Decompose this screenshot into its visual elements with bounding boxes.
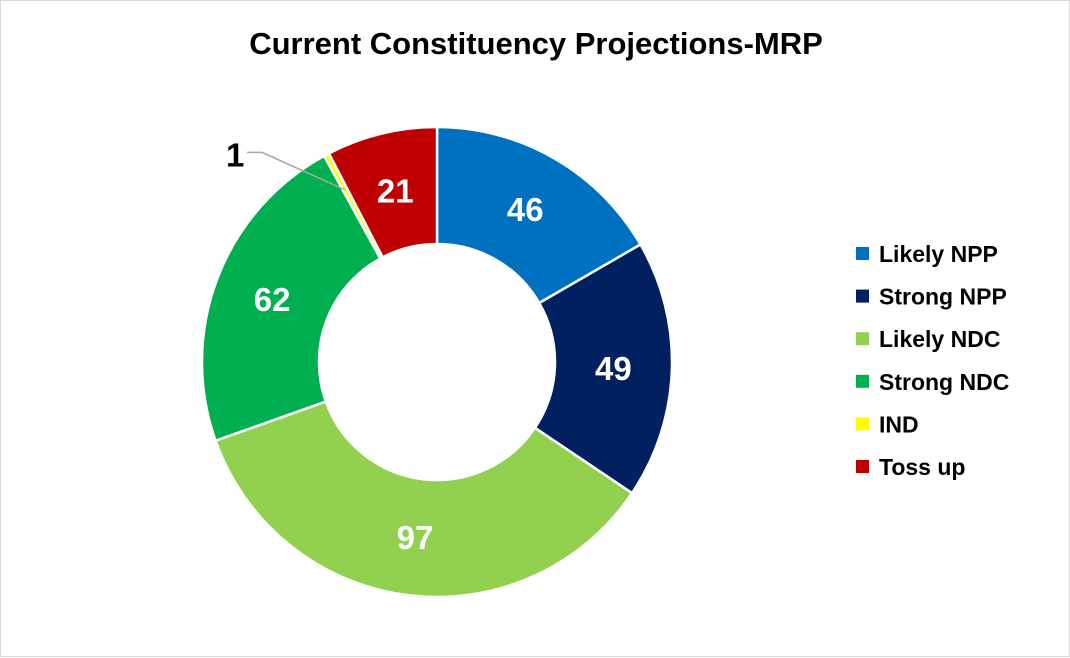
legend-swatch-ind: [856, 417, 869, 431]
legend-item-ind: IND: [856, 411, 919, 437]
legend-item-strong-ndc: Strong NDC: [856, 369, 1009, 395]
legend-item-likely-npp: Likely NPP: [856, 241, 998, 267]
slice-strong-ndc: [200, 154, 383, 443]
data-label-likely-ndc: 97: [397, 519, 434, 556]
legend-label-strong-npp: Strong NPP: [879, 284, 1007, 310]
data-label-strong-npp: 49: [595, 350, 632, 387]
slice-toss-up: [327, 125, 439, 259]
chart-title: Current Constituency Projections-MRP: [249, 26, 823, 61]
legend-item-strong-npp: Strong NPP: [856, 284, 1007, 310]
data-label-likely-npp: 46: [507, 191, 544, 228]
data-label-strong-ndc: 62: [254, 281, 291, 318]
slice-likely-npp: [435, 125, 643, 305]
data-label-toss-up: 21: [377, 173, 414, 210]
data-label-ind: 1: [226, 136, 244, 173]
legend-label-likely-npp: Likely NPP: [879, 241, 998, 267]
data-labels-group: 46 49 97 62 1 21: [226, 136, 632, 556]
leader-line-ind: [247, 151, 346, 191]
slices-group: [200, 125, 674, 599]
legend-swatch-toss-up: [856, 460, 869, 473]
slice-likely-ndc: [213, 399, 634, 599]
legend-label-strong-ndc: Strong NDC: [879, 369, 1009, 395]
legend-label-toss-up: Toss up: [879, 454, 965, 480]
legend-swatch-likely-npp: [856, 247, 869, 260]
legend-swatch-strong-ndc: [856, 374, 869, 388]
legend-item-likely-ndc: Likely NDC: [856, 326, 1000, 352]
legend-swatch-likely-ndc: [856, 332, 869, 346]
legend-label-likely-ndc: Likely NDC: [879, 326, 1000, 352]
legend-label-ind: IND: [879, 411, 919, 437]
legend: Likely NPP Strong NPP Likely NDC Strong NDC…: [856, 241, 1009, 480]
slice-strong-npp: [533, 242, 674, 495]
legend-swatch-strong-npp: [856, 289, 869, 303]
legend-item-toss-up: Toss up: [856, 454, 965, 480]
